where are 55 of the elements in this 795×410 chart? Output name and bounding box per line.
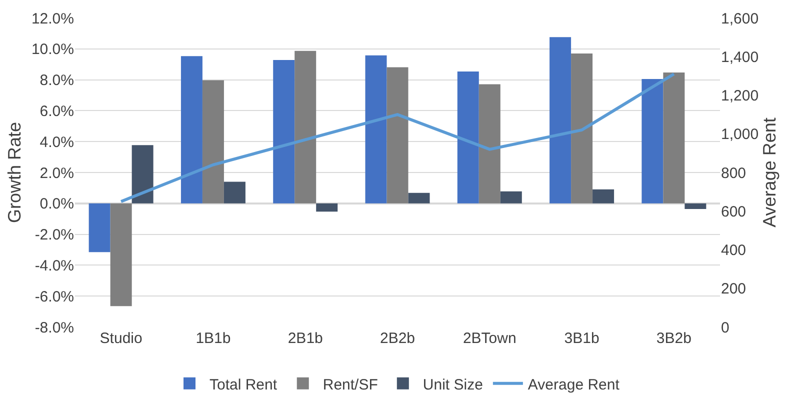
y2-axis-title: Average Rent — [760, 118, 780, 228]
y2-tick-label: 800 — [721, 164, 746, 182]
y2-tick-label: 1,000 — [721, 126, 759, 144]
y2-tick-label: 600 — [721, 203, 746, 220]
x-tick-label: Studio — [100, 330, 142, 347]
x-tick-label: 3B2b — [656, 330, 692, 347]
bar — [478, 84, 500, 204]
y2-tick-label: 0 — [721, 319, 730, 336]
bar — [571, 54, 593, 204]
y-tick-label: 2.0% — [40, 164, 74, 182]
bar — [110, 203, 132, 306]
bar — [294, 50, 316, 204]
y2-tick-label: 1,600 — [721, 10, 759, 28]
bar — [550, 37, 572, 204]
bar — [386, 67, 408, 204]
bar — [202, 80, 224, 204]
legend-label: Total Rent — [210, 376, 278, 394]
y-tick-label: -4.0% — [34, 257, 74, 274]
x-tick-label: 2BTown — [462, 330, 516, 347]
x-tick-label: 2B2b — [380, 330, 416, 347]
y-tick-label: 0.0% — [40, 196, 74, 213]
bar — [224, 182, 246, 204]
y-tick-label: 12.0% — [31, 10, 74, 28]
x-tick-label: 2B1b — [288, 330, 323, 347]
legend-label: Unit Size — [422, 376, 483, 394]
y-tick-label: 6.0% — [40, 102, 74, 120]
y-axis-title: Growth Rate — [4, 122, 25, 224]
bar — [316, 203, 338, 212]
y2-tick-label: 200 — [721, 280, 746, 298]
x-tick-label: 3B1b — [564, 330, 600, 347]
bar — [663, 72, 685, 204]
y2-tick-label: 1,200 — [721, 88, 759, 104]
legend-label: Rent/SF — [322, 376, 378, 394]
bar — [273, 60, 295, 204]
y2-tick-label: 400 — [721, 242, 746, 259]
bar — [132, 145, 154, 204]
y-tick-label: -6.0% — [34, 288, 74, 306]
bar — [500, 191, 522, 204]
y-tick-label: 4.0% — [40, 134, 74, 151]
bar — [88, 203, 110, 252]
y-tick-label: -2.0% — [34, 226, 74, 244]
bar — [180, 56, 202, 204]
y2-tick-label: 1,400 — [721, 48, 759, 66]
y-tick-label: 8.0% — [40, 72, 74, 90]
bar — [457, 71, 479, 204]
x-tick-label: 1B1b — [196, 330, 231, 347]
legend-label: Average Rent — [528, 376, 620, 394]
bar — [365, 55, 387, 204]
bar — [408, 192, 430, 204]
y-tick-label: 10.0% — [31, 41, 74, 58]
bar — [592, 189, 614, 204]
y-tick-label: -8.0% — [34, 319, 74, 336]
bar — [642, 79, 664, 204]
bar — [684, 203, 706, 209]
line-series — [120, 72, 676, 203]
